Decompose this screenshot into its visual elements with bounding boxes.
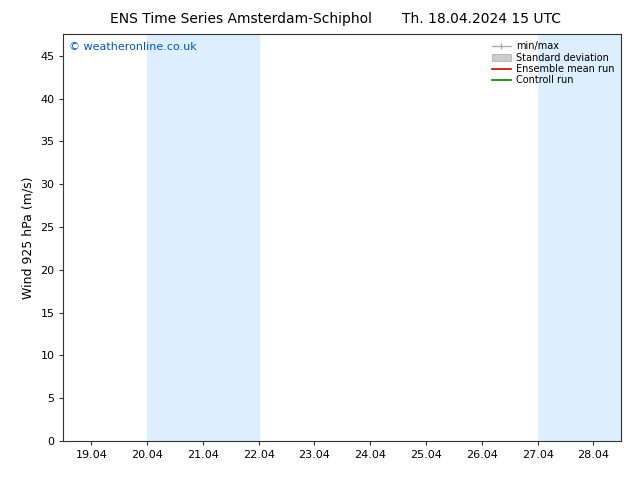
- Text: Th. 18.04.2024 15 UTC: Th. 18.04.2024 15 UTC: [403, 12, 561, 26]
- Bar: [593, 34, 621, 441]
- Text: © weatheronline.co.uk: © weatheronline.co.uk: [69, 43, 197, 52]
- Bar: [203, 34, 259, 441]
- Text: ENS Time Series Amsterdam-Schiphol: ENS Time Series Amsterdam-Schiphol: [110, 12, 372, 26]
- Bar: [538, 34, 593, 441]
- Bar: [147, 34, 203, 441]
- Y-axis label: Wind 925 hPa (m/s): Wind 925 hPa (m/s): [22, 176, 35, 299]
- Legend: min/max, Standard deviation, Ensemble mean run, Controll run: min/max, Standard deviation, Ensemble me…: [489, 39, 616, 87]
